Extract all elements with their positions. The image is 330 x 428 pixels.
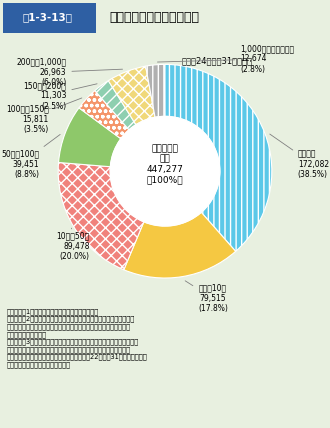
Text: 50倍〜100倍
39,451
(8.8%): 50倍〜100倍 39,451 (8.8%): [1, 134, 60, 179]
Text: 150倍〜200倍
11,303
(2.5%): 150倍〜200倍 11,303 (2.5%): [23, 81, 97, 111]
Wedge shape: [95, 80, 136, 130]
Text: （備考）　1　「危険物規制事務調査」により作成
　　　　　2　倍数は貯蔵最大数量又は取扱最大数量を危険物の規制に
　　　　　　関する政令別表第三で定める指定数量: （備考） 1 「危険物規制事務調査」により作成 2 倍数は貯蔵最大数量又は取扱最…: [7, 308, 148, 368]
Text: ５倍以下
172,082
(38.5%): ５倍以下 172,082 (38.5%): [270, 134, 329, 179]
Text: 1,000倍を超えるもの
12,674
(2.8%): 1,000倍を超えるもの 12,674 (2.8%): [157, 44, 294, 74]
FancyBboxPatch shape: [3, 3, 96, 33]
Text: 第1-3-13図: 第1-3-13図: [23, 12, 73, 22]
Wedge shape: [165, 64, 272, 251]
Text: （平成24年３月31日現在）: （平成24年３月31日現在）: [182, 56, 253, 65]
Wedge shape: [108, 66, 155, 125]
Text: 危険物施設
総数
447,277
（100%）: 危険物施設 総数 447,277 （100%）: [147, 144, 183, 184]
Wedge shape: [79, 91, 129, 139]
Wedge shape: [146, 64, 165, 117]
Text: 200倍〜1,000倍
26,963
(6.0%): 200倍〜1,000倍 26,963 (6.0%): [16, 58, 122, 87]
Text: 10倍〜50倍
89,478
(20.0%): 10倍〜50倍 89,478 (20.0%): [56, 228, 90, 262]
Wedge shape: [58, 108, 121, 167]
Text: 危険物施設の規模別構成比: 危険物施設の規模別構成比: [109, 11, 199, 24]
Text: ５倍〜10倍
79,515
(17.8%): ５倍〜10倍 79,515 (17.8%): [185, 281, 228, 313]
Wedge shape: [124, 212, 236, 278]
Circle shape: [110, 116, 220, 226]
Wedge shape: [58, 163, 144, 270]
Text: 100倍〜150倍
15,811
(3.5%): 100倍〜150倍 15,811 (3.5%): [6, 98, 82, 134]
